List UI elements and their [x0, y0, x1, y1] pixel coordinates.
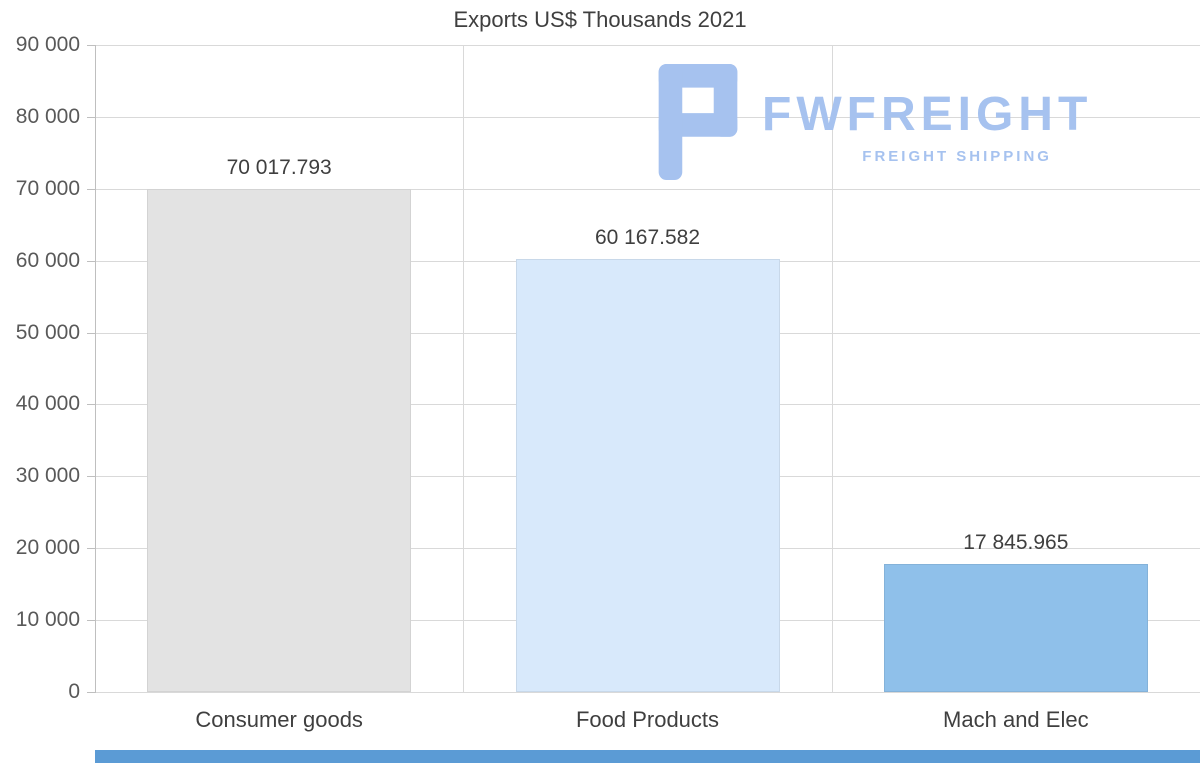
bar-value-label: 70 017.793 — [226, 155, 332, 179]
y-tick-label: 20 000 — [15, 536, 80, 560]
bar — [147, 188, 412, 692]
y-tick-label: 40 000 — [15, 392, 80, 416]
brand-logo-icon — [658, 64, 738, 181]
h-gridline — [95, 692, 1200, 693]
h-gridline — [95, 45, 1200, 46]
y-axis-tick — [87, 260, 95, 262]
bottom-strip — [95, 750, 1200, 763]
h-gridline — [95, 116, 1200, 118]
h-gridline — [95, 188, 1200, 190]
chart-title: Exports US$ Thousands 2021 — [453, 7, 747, 32]
x-category-label: Consumer goods — [195, 707, 363, 732]
y-tick-label: 70 000 — [15, 176, 80, 200]
bar — [515, 259, 780, 692]
y-axis-tick — [87, 188, 95, 190]
v-gridline — [463, 45, 465, 692]
bar-value-label: 60 167.582 — [594, 226, 701, 250]
y-tick-label: 30 000 — [15, 464, 80, 488]
y-tick-label: 60 000 — [15, 248, 80, 272]
y-tick-label: 0 — [68, 680, 80, 703]
brand-watermark: FWFREIGHT FREIGHT SHIPPING — [648, 64, 1092, 182]
y-axis-tick — [87, 476, 95, 478]
y-tick-label: 10 000 — [15, 608, 80, 632]
y-axis-tick — [87, 620, 95, 622]
y-axis-tick — [87, 692, 95, 693]
y-axis-tick — [87, 116, 95, 118]
y-axis-tick — [87, 45, 95, 46]
bar — [883, 563, 1148, 692]
y-tick-label: 50 000 — [15, 320, 80, 344]
brand-tagline: FREIGHT SHIPPING — [862, 148, 1052, 165]
y-axis-tick — [87, 332, 95, 334]
brand-text-block: FWFREIGHT FREIGHT SHIPPING — [762, 64, 1093, 166]
x-category-label: Mach and Elec — [943, 707, 1089, 732]
bar-value-label: 17 845.965 — [963, 530, 1069, 554]
x-category-label: Food Products — [575, 707, 720, 732]
y-axis-tick — [87, 548, 95, 550]
y-tick-label: 80 000 — [15, 104, 80, 128]
y-axis-line — [95, 45, 96, 693]
v-gridline — [831, 45, 833, 692]
brand-name: FWFREIGHT — [762, 88, 1093, 141]
y-axis-tick — [87, 404, 95, 406]
y-tick-label: 90 000 — [15, 33, 80, 56]
